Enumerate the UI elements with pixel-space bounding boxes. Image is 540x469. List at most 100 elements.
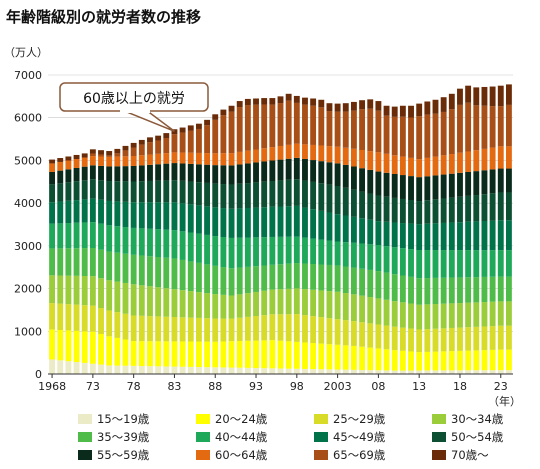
- bar-segment: [73, 181, 80, 201]
- bar-segment: [359, 346, 366, 370]
- bar-segment: [302, 158, 308, 181]
- bar-segment: [179, 341, 186, 367]
- annotation-callout: 60歳以上の就労: [59, 82, 209, 132]
- bar-segment: [350, 189, 357, 217]
- x-tick-label: 83: [167, 380, 181, 393]
- bar-segment: [163, 341, 170, 367]
- bar-segment: [367, 370, 374, 374]
- bar-segment: [228, 165, 235, 185]
- bar-segment: [440, 222, 447, 251]
- bar-segment: [253, 237, 259, 267]
- bar-segment: [334, 291, 341, 320]
- bar-segment: [269, 206, 276, 237]
- bar-segment: [350, 216, 357, 243]
- legend-swatch: [78, 414, 92, 424]
- bar-segment: [220, 341, 227, 368]
- bar-segment: [187, 366, 194, 374]
- bar-segment: [236, 208, 243, 238]
- bar-segment: [106, 336, 113, 366]
- bar-segment: [342, 266, 349, 294]
- bar-segment: [73, 222, 80, 249]
- bar-segment: [187, 291, 194, 318]
- bar-segment: [171, 152, 178, 164]
- bar-segment: [359, 322, 366, 347]
- bar-segment: [98, 223, 104, 250]
- bar-segment: [130, 156, 137, 166]
- bar-segment: [473, 195, 480, 222]
- bar-segment: [489, 370, 496, 374]
- bar-segment: [342, 369, 349, 374]
- bar-segment: [106, 181, 113, 201]
- callout-pointer: [121, 109, 175, 132]
- bar-segment: [195, 292, 202, 318]
- bar-segment: [318, 145, 325, 162]
- bar-segment: [285, 206, 292, 237]
- bar-segment: [163, 163, 170, 181]
- bar-segment: [473, 326, 480, 351]
- bar-segment: [106, 156, 113, 167]
- bar-segment: [220, 165, 227, 185]
- bar-segment: [212, 318, 219, 342]
- bar-segment: [408, 176, 414, 201]
- bar-segment: [155, 287, 162, 317]
- bar-segment: [285, 368, 292, 374]
- bar-segment: [424, 157, 431, 177]
- bar-segment: [489, 250, 496, 277]
- bar-segment: [318, 161, 325, 184]
- bar-segment: [179, 366, 186, 374]
- bar-segment: [497, 192, 504, 221]
- bar-segment: [89, 198, 96, 223]
- bar-segment: [391, 222, 398, 248]
- bar-segment: [277, 264, 284, 290]
- bar-segment: [457, 350, 463, 371]
- bar-segment: [277, 289, 284, 315]
- bar-segment: [375, 152, 382, 172]
- bar-segment: [326, 344, 333, 370]
- bar-segment: [302, 263, 308, 290]
- bar-segment: [114, 365, 121, 374]
- bar-segment: [114, 226, 121, 253]
- bar-segment: [114, 201, 121, 227]
- bar-segment: [408, 157, 414, 177]
- bar-segment: [326, 291, 333, 319]
- bar-segment: [465, 370, 472, 374]
- bar-segment: [457, 196, 463, 223]
- bar-segment: [89, 179, 96, 199]
- bar-segment: [89, 305, 96, 332]
- bar-segment: [187, 261, 194, 292]
- bar-segment: [481, 370, 488, 374]
- bar-segment: [424, 114, 431, 158]
- bar-segment: [179, 231, 186, 260]
- bar-segment: [73, 159, 80, 168]
- bar-segment: [465, 250, 472, 278]
- bar-segment: [147, 202, 153, 229]
- bar-segment: [253, 182, 259, 208]
- bar-segment: [244, 163, 251, 184]
- bar-segment: [179, 132, 186, 153]
- bar-segment: [310, 289, 317, 317]
- bar-segment: [195, 182, 202, 206]
- bar-segment: [416, 103, 423, 117]
- bar-segment: [155, 153, 162, 165]
- bar-segment: [481, 170, 488, 195]
- bar-segment: [138, 165, 145, 182]
- y-tick-label: 0: [35, 368, 42, 381]
- bar-segment: [65, 200, 72, 224]
- bar-segment: [244, 293, 251, 317]
- x-tick-label: 1968: [38, 380, 66, 393]
- bar-segment: [350, 294, 357, 322]
- bar-segment: [163, 316, 170, 342]
- bar-segment: [269, 340, 276, 369]
- bar-segment: [49, 248, 56, 276]
- bar-segment: [212, 265, 219, 295]
- bar-segment: [408, 117, 414, 158]
- legend-label: 60〜64歳: [215, 448, 268, 462]
- bar-segment: [236, 367, 243, 374]
- bar-segment: [440, 303, 447, 329]
- bar-segment: [171, 163, 178, 181]
- bar-segment: [187, 130, 194, 153]
- bar-segment: [187, 163, 194, 182]
- bar-segment: [383, 196, 390, 222]
- bar-segment: [204, 125, 211, 154]
